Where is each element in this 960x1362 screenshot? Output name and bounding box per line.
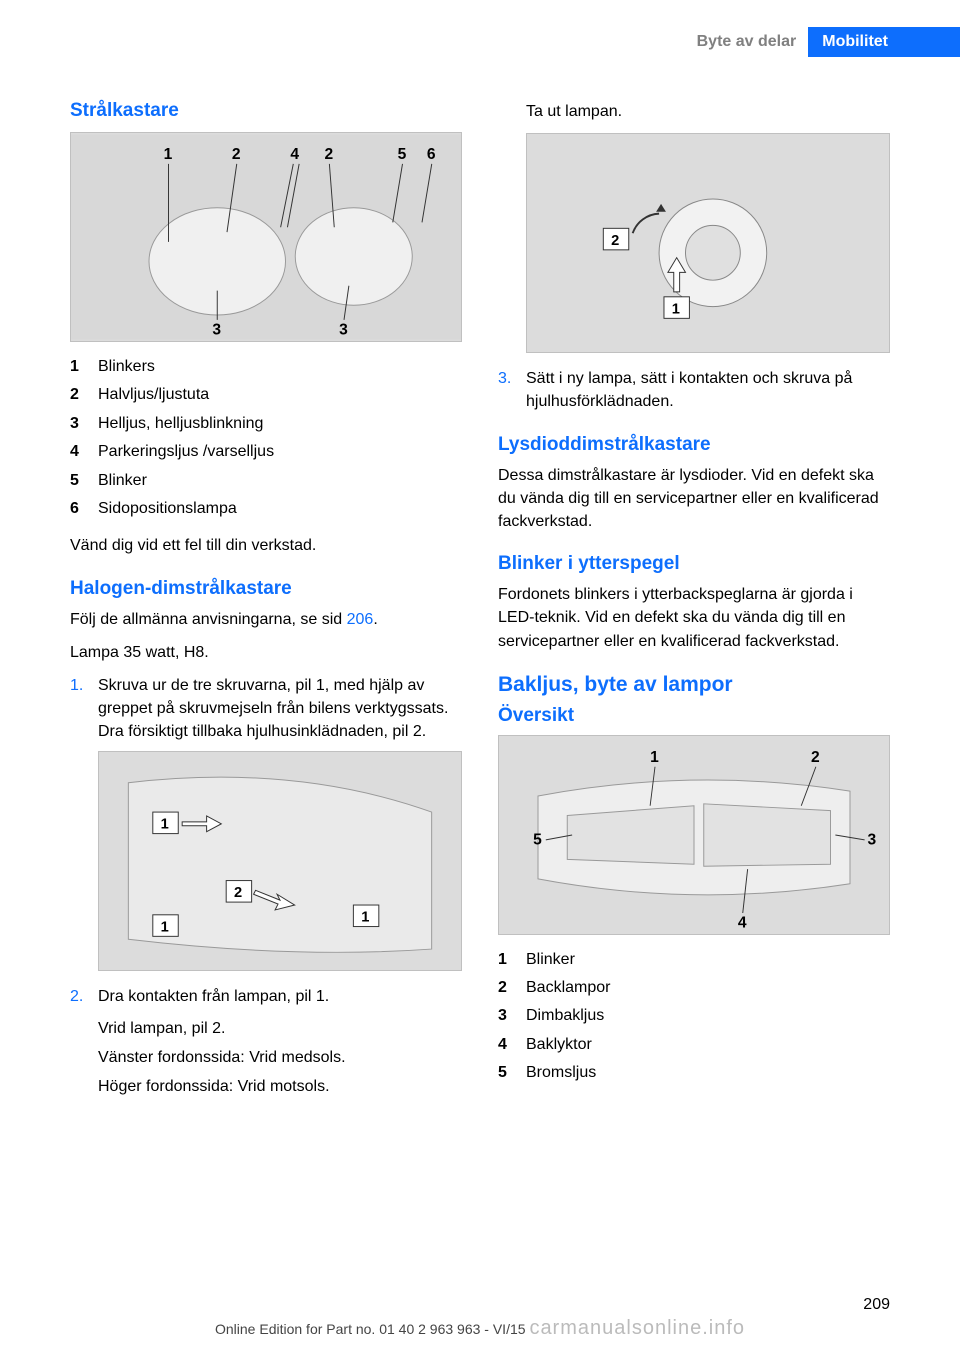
legend-row: 4Parkeringsljus /varselljus (70, 441, 462, 463)
svg-text:1: 1 (672, 302, 680, 318)
content-area: Strålkastare 1 2 4 2 5 6 3 3 (70, 100, 890, 1104)
step-body: Dra kontakten från lampan, pil 1. (98, 985, 462, 1008)
header-chapter: Mobilitet (808, 27, 960, 57)
legend-label: Bromsljus (526, 1062, 890, 1084)
legend-label: Parkeringsljus /varselljus (98, 441, 462, 463)
legend-row: 3Dimbakljus (498, 1005, 890, 1027)
svg-text:4: 4 (738, 914, 747, 931)
svg-text:6: 6 (427, 146, 436, 163)
step-body: Skruva ur de tre skruvarna, pil 1, med h… (98, 674, 462, 744)
mirror-blinker-para: Fordonets blinkers i ytterbackspeglarna … (498, 583, 890, 653)
halogen-p1a: Följ de allmänna anvisningarna, se sid (70, 611, 347, 628)
halogen-p1: Följ de allmänna anvisningarna, se sid 2… (70, 608, 462, 631)
legend-num: 2 (498, 977, 526, 999)
svg-text:5: 5 (398, 146, 407, 163)
svg-text:3: 3 (868, 831, 877, 848)
step-2: 2. Dra kontakten från lampan, pil 1. (70, 985, 462, 1008)
footer-edition: Online Edition for Part no. 01 40 2 963 … (215, 1321, 526, 1337)
legend-label: Baklyktor (526, 1034, 890, 1056)
svg-text:5: 5 (533, 831, 542, 848)
legend-row: 3Helljus, helljusblinkning (70, 413, 462, 435)
rear-light-legend: 1Blinker 2Backlampor 3Dimbakljus 4Baklyk… (498, 949, 890, 1085)
headlight-title: Strålkastare (70, 100, 462, 122)
rear-light-diagram: 1 2 3 4 5 (498, 735, 890, 935)
step-num: 2. (70, 985, 98, 1008)
headlight-legend: 1Blinkers 2Halvljus/ljustuta 3Helljus, h… (70, 356, 462, 520)
legend-num: 6 (70, 498, 98, 520)
step-num: 1. (70, 674, 98, 744)
legend-row: 2Halvljus/ljustuta (70, 384, 462, 406)
legend-num: 1 (70, 356, 98, 378)
legend-label: Blinkers (98, 356, 462, 378)
overview-title: Översikt (498, 705, 890, 727)
led-fog-para: Dessa dimstrålkastare är lysdioder. Vid … (498, 464, 890, 534)
lamp-removal-svg: 2 1 (527, 134, 889, 352)
footer-line: Online Edition for Part no. 01 40 2 963 … (0, 1317, 960, 1340)
legend-num: 3 (498, 1005, 526, 1027)
svg-text:2: 2 (611, 233, 619, 249)
legend-num: 4 (70, 441, 98, 463)
legend-num: 1 (498, 949, 526, 971)
svg-text:3: 3 (339, 322, 348, 339)
legend-num: 2 (70, 384, 98, 406)
legend-num: 5 (70, 470, 98, 492)
header-bar: Byte av delar Mobilitet (697, 28, 960, 56)
led-fog-title: Lysdioddimstrålkastare (498, 434, 890, 456)
halogen-title: Halogen-dimstrålkastare (70, 578, 462, 600)
svg-text:2: 2 (811, 749, 820, 766)
svg-text:2: 2 (234, 886, 242, 902)
svg-text:1: 1 (161, 920, 169, 936)
left-column: Strålkastare 1 2 4 2 5 6 3 3 (70, 100, 462, 1104)
lamp-removal-diagram: 2 1 (526, 133, 890, 353)
right-column: Ta ut lampan. 2 1 3. Sätt i ny lampa, sä… (498, 100, 890, 1104)
step-body: Sätt i ny lampa, sätt i kontakten och sk… (526, 367, 890, 413)
svg-text:4: 4 (290, 146, 299, 163)
legend-label: Halvljus/ljustuta (98, 384, 462, 406)
workshop-note: Vänd dig vid ett fel till din verkstad. (70, 534, 462, 557)
svg-text:1: 1 (161, 817, 169, 833)
legend-label: Blinker (526, 949, 890, 971)
step-2-sub1: Vrid lampan, pil 2. (98, 1017, 462, 1040)
legend-label: Blinker (98, 470, 462, 492)
legend-row: 1Blinkers (70, 356, 462, 378)
header-section: Byte av delar (697, 33, 809, 51)
svg-text:1: 1 (650, 749, 659, 766)
legend-row: 4Baklyktor (498, 1034, 890, 1056)
svg-text:2: 2 (232, 146, 241, 163)
legend-label: Dimbakljus (526, 1005, 890, 1027)
svg-text:1: 1 (361, 910, 369, 926)
mirror-blinker-title: Blinker i ytterspegel (498, 553, 890, 575)
legend-row: 6Sidopositionslampa (70, 498, 462, 520)
page-number: 209 (863, 1296, 890, 1314)
legend-row: 1Blinker (498, 949, 890, 971)
legend-row: 2Backlampor (498, 977, 890, 999)
legend-row: 5Blinker (70, 470, 462, 492)
halogen-p1b: . (373, 611, 377, 628)
rear-lights-title: Bakljus, byte av lampor (498, 673, 890, 697)
legend-label: Backlampor (526, 977, 890, 999)
svg-text:2: 2 (324, 146, 333, 163)
legend-num: 3 (70, 413, 98, 435)
wheel-arch-diagram: 1 1 2 1 (98, 751, 462, 971)
page-ref-link[interactable]: 206 (347, 611, 374, 628)
step-num: 3. (498, 367, 526, 413)
legend-num: 5 (498, 1062, 526, 1084)
footer-watermark: carmanualsonline.info (529, 1317, 745, 1339)
wheel-arch-svg: 1 1 2 1 (99, 752, 461, 970)
rear-light-svg: 1 2 3 4 5 (499, 736, 889, 934)
legend-label: Sidopositionslampa (98, 498, 462, 520)
remove-lamp-line: Ta ut lampan. (526, 100, 890, 123)
step-2-sub3: Höger fordonssida: Vrid motsols. (98, 1075, 462, 1098)
halogen-p2: Lampa 35 watt, H8. (70, 641, 462, 664)
legend-label: Helljus, helljusblinkning (98, 413, 462, 435)
headlight-diagram: 1 2 4 2 5 6 3 3 (70, 132, 462, 342)
svg-text:3: 3 (212, 322, 221, 339)
legend-row: 5Bromsljus (498, 1062, 890, 1084)
legend-num: 4 (498, 1034, 526, 1056)
step-2-sub2: Vänster fordonssida: Vrid medsols. (98, 1046, 462, 1069)
svg-text:1: 1 (164, 146, 173, 163)
step-1: 1. Skruva ur de tre skruvarna, pil 1, me… (70, 674, 462, 744)
headlight-svg: 1 2 4 2 5 6 3 3 (71, 133, 461, 341)
step-3: 3. Sätt i ny lampa, sätt i kontakten och… (498, 367, 890, 413)
